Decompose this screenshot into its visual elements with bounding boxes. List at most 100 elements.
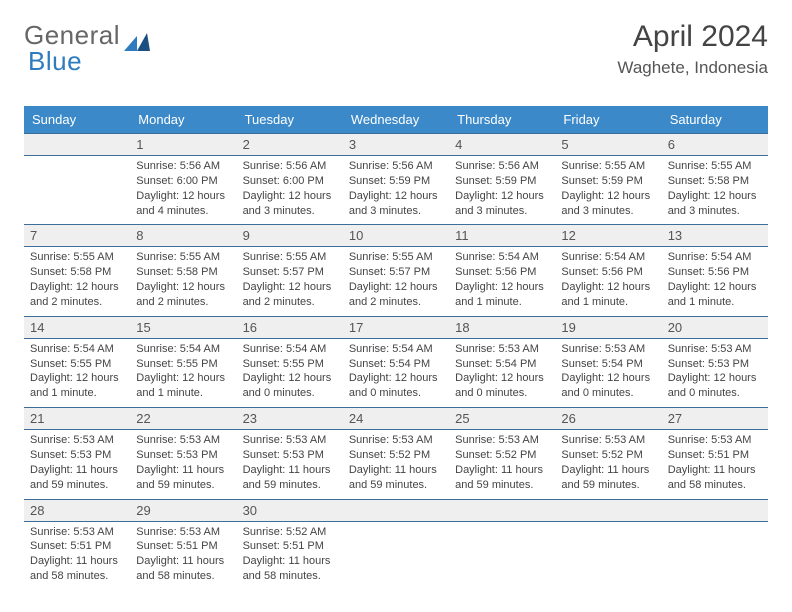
calendar-week-row: 28Sunrise: 5:53 AMSunset: 5:51 PMDayligh… (24, 499, 768, 590)
day-number: 19 (555, 316, 661, 339)
day-details: Sunrise: 5:56 AMSunset: 6:00 PMDaylight:… (237, 156, 343, 224)
day-number: 13 (662, 224, 768, 247)
calendar-cell: 3Sunrise: 5:56 AMSunset: 5:59 PMDaylight… (343, 133, 449, 224)
day-text: Sunrise: 5:56 AMSunset: 5:59 PMDaylight:… (349, 156, 443, 218)
day-details: Sunrise: 5:55 AMSunset: 5:57 PMDaylight:… (343, 247, 449, 315)
day-number: 2 (237, 133, 343, 156)
day-text: Sunrise: 5:56 AMSunset: 5:59 PMDaylight:… (455, 156, 549, 218)
day-text: Sunrise: 5:54 AMSunset: 5:54 PMDaylight:… (349, 339, 443, 401)
calendar-head: SundayMondayTuesdayWednesdayThursdayFrid… (24, 106, 768, 133)
calendar-cell: 6Sunrise: 5:55 AMSunset: 5:58 PMDaylight… (662, 133, 768, 224)
day-text: Sunrise: 5:54 AMSunset: 5:55 PMDaylight:… (136, 339, 230, 401)
day-number: 14 (24, 316, 130, 339)
day-details: Sunrise: 5:53 AMSunset: 5:52 PMDaylight:… (343, 430, 449, 498)
day-number: 18 (449, 316, 555, 339)
day-number: 3 (343, 133, 449, 156)
weekday-header: Tuesday (237, 106, 343, 133)
calendar-cell: 11Sunrise: 5:54 AMSunset: 5:56 PMDayligh… (449, 224, 555, 315)
day-details: Sunrise: 5:54 AMSunset: 5:55 PMDaylight:… (24, 339, 130, 407)
weekday-header: Sunday (24, 106, 130, 133)
weekday-header: Thursday (449, 106, 555, 133)
day-details: Sunrise: 5:56 AMSunset: 5:59 PMDaylight:… (343, 156, 449, 224)
calendar-cell (24, 133, 130, 224)
day-number: 8 (130, 224, 236, 247)
calendar-body: 1 Sunrise: 5:56 AMSunset: 6:00 PMDaylight… (24, 133, 768, 590)
day-number: 10 (343, 224, 449, 247)
calendar-cell: 2Sunrise: 5:56 AMSunset: 6:00 PMDaylight… (237, 133, 343, 224)
day-number: 5 (555, 133, 661, 156)
day-text: Sunrise: 5:53 AMSunset: 5:51 PMDaylight:… (136, 522, 230, 584)
calendar-cell: 5Sunrise: 5:55 AMSunset: 5:59 PMDaylight… (555, 133, 661, 224)
weekday-header: Friday (555, 106, 661, 133)
day-number: 27 (662, 407, 768, 430)
calendar-cell: 9Sunrise: 5:55 AMSunset: 5:57 PMDaylight… (237, 224, 343, 315)
calendar-cell: 28Sunrise: 5:53 AMSunset: 5:51 PMDayligh… (24, 499, 130, 590)
calendar-week-row: 14Sunrise: 5:54 AMSunset: 5:55 PMDayligh… (24, 316, 768, 407)
calendar-week-row: 21Sunrise: 5:53 AMSunset: 5:53 PMDayligh… (24, 407, 768, 498)
day-text: Sunrise: 5:53 AMSunset: 5:52 PMDaylight:… (561, 430, 655, 492)
day-text: Sunrise: 5:54 AMSunset: 5:56 PMDaylight:… (561, 247, 655, 309)
day-text: Sunrise: 5:54 AMSunset: 5:55 PMDaylight:… (30, 339, 124, 401)
day-details: Sunrise: 5:54 AMSunset: 5:54 PMDaylight:… (343, 339, 449, 407)
day-text: Sunrise: 5:53 AMSunset: 5:53 PMDaylight:… (136, 430, 230, 492)
day-number: 15 (130, 316, 236, 339)
day-number: 29 (130, 499, 236, 522)
day-details: Sunrise: 5:55 AMSunset: 5:58 PMDaylight:… (24, 247, 130, 315)
day-details: Sunrise: 5:54 AMSunset: 5:56 PMDaylight:… (555, 247, 661, 315)
calendar-cell: 19Sunrise: 5:53 AMSunset: 5:54 PMDayligh… (555, 316, 661, 407)
calendar-week-row: 1 Sunrise: 5:56 AMSunset: 6:00 PMDaylight… (24, 133, 768, 224)
day-number: 6 (662, 133, 768, 156)
calendar-cell: 13Sunrise: 5:54 AMSunset: 5:56 PMDayligh… (662, 224, 768, 315)
day-details: Sunrise: 5:53 AMSunset: 5:54 PMDaylight:… (555, 339, 661, 407)
calendar-cell (555, 499, 661, 590)
day-number: 25 (449, 407, 555, 430)
day-text: Sunrise: 5:54 AMSunset: 5:56 PMDaylight:… (455, 247, 549, 309)
day-number: 30 (237, 499, 343, 522)
day-number: 1 (130, 133, 236, 156)
calendar-cell (343, 499, 449, 590)
calendar-cell: 20Sunrise: 5:53 AMSunset: 5:53 PMDayligh… (662, 316, 768, 407)
calendar-cell (449, 499, 555, 590)
day-details: Sunrise: 5:53 AMSunset: 5:51 PMDaylight:… (130, 522, 236, 590)
day-details: Sunrise: 5:53 AMSunset: 5:53 PMDaylight:… (130, 430, 236, 498)
day-number: 22 (130, 407, 236, 430)
calendar-cell: 18Sunrise: 5:53 AMSunset: 5:54 PMDayligh… (449, 316, 555, 407)
calendar-cell: 17Sunrise: 5:54 AMSunset: 5:54 PMDayligh… (343, 316, 449, 407)
day-number: 7 (24, 224, 130, 247)
day-number: 9 (237, 224, 343, 247)
calendar-cell: 25Sunrise: 5:53 AMSunset: 5:52 PMDayligh… (449, 407, 555, 498)
day-text: Sunrise: 5:55 AMSunset: 5:57 PMDaylight:… (349, 247, 443, 309)
calendar-cell: 30Sunrise: 5:52 AMSunset: 5:51 PMDayligh… (237, 499, 343, 590)
day-text: Sunrise: 5:55 AMSunset: 5:58 PMDaylight:… (30, 247, 124, 309)
day-details: Sunrise: 5:55 AMSunset: 5:58 PMDaylight:… (130, 247, 236, 315)
calendar-cell: 27Sunrise: 5:53 AMSunset: 5:51 PMDayligh… (662, 407, 768, 498)
calendar-table: SundayMondayTuesdayWednesdayThursdayFrid… (24, 106, 768, 590)
day-text: Sunrise: 5:55 AMSunset: 5:58 PMDaylight:… (136, 247, 230, 309)
day-text: Sunrise: 5:53 AMSunset: 5:51 PMDaylight:… (668, 430, 762, 492)
day-details: Sunrise: 5:53 AMSunset: 5:53 PMDaylight:… (24, 430, 130, 498)
day-text: Sunrise: 5:54 AMSunset: 5:56 PMDaylight:… (668, 247, 762, 309)
day-details: Sunrise: 5:54 AMSunset: 5:56 PMDaylight:… (662, 247, 768, 315)
calendar-cell: 4Sunrise: 5:56 AMSunset: 5:59 PMDaylight… (449, 133, 555, 224)
day-text: Sunrise: 5:52 AMSunset: 5:51 PMDaylight:… (243, 522, 337, 584)
weekday-header: Saturday (662, 106, 768, 133)
day-details: Sunrise: 5:54 AMSunset: 5:55 PMDaylight:… (130, 339, 236, 407)
day-number: 17 (343, 316, 449, 339)
day-number: 4 (449, 133, 555, 156)
day-number: 23 (237, 407, 343, 430)
calendar-cell (662, 499, 768, 590)
day-details: Sunrise: 5:53 AMSunset: 5:53 PMDaylight:… (662, 339, 768, 407)
day-number (555, 499, 661, 522)
day-text: Sunrise: 5:56 AMSunset: 6:00 PMDaylight:… (243, 156, 337, 218)
day-text: Sunrise: 5:53 AMSunset: 5:54 PMDaylight:… (455, 339, 549, 401)
month-title: April 2024 (617, 20, 768, 54)
calendar-cell: 29Sunrise: 5:53 AMSunset: 5:51 PMDayligh… (130, 499, 236, 590)
brand-part2: Blue (28, 46, 82, 77)
location-label: Waghete, Indonesia (617, 58, 768, 78)
day-details: Sunrise: 5:53 AMSunset: 5:51 PMDaylight:… (662, 430, 768, 498)
day-number: 20 (662, 316, 768, 339)
day-text: Sunrise: 5:53 AMSunset: 5:53 PMDaylight:… (668, 339, 762, 401)
day-details: Sunrise: 5:53 AMSunset: 5:51 PMDaylight:… (24, 522, 130, 590)
day-details: Sunrise: 5:54 AMSunset: 5:55 PMDaylight:… (237, 339, 343, 407)
day-text: Sunrise: 5:55 AMSunset: 5:59 PMDaylight:… (561, 156, 655, 218)
